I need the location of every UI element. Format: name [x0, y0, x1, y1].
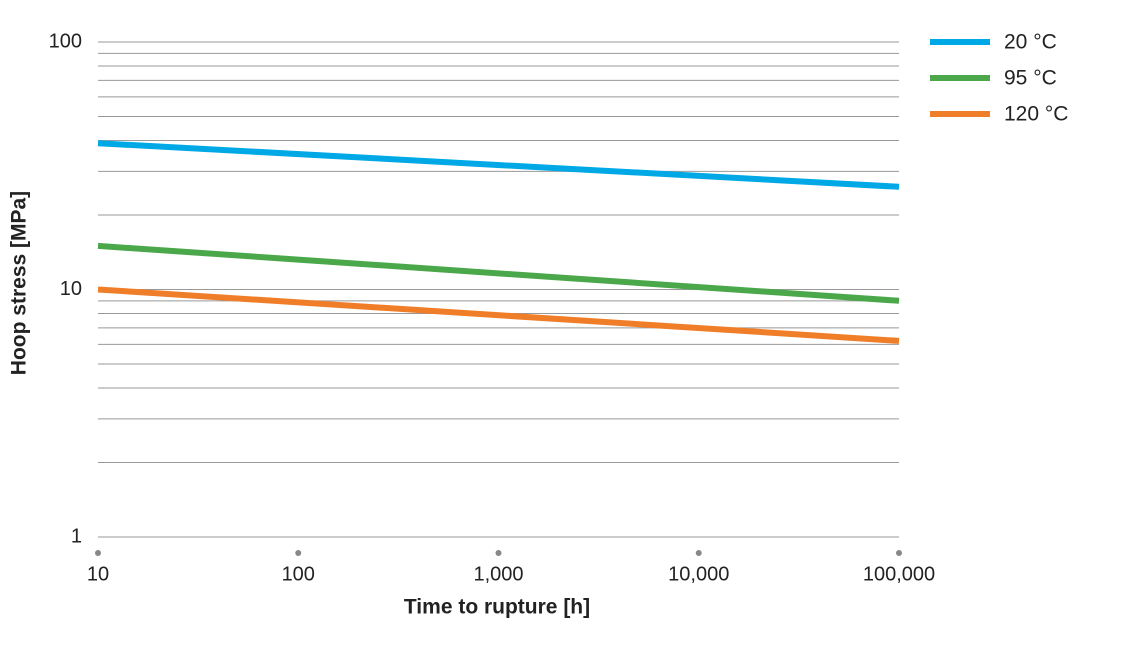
y-tick-label: 100: [49, 30, 82, 52]
series-line: [97, 140, 900, 190]
legend-label: 95 °C: [1004, 67, 1057, 90]
x-tick-mark: [295, 550, 302, 556]
x-tick-label: 1,000: [473, 563, 523, 585]
series-line: [97, 286, 900, 344]
y-tick-label: 1: [71, 525, 82, 547]
y-tick-label: 10: [60, 278, 82, 300]
series-line: [97, 242, 900, 304]
legend-label: 20 °C: [1004, 31, 1057, 54]
x-tick-mark: [896, 550, 902, 556]
y-axis-title: Hoop stress [MPa]: [8, 191, 31, 375]
x-tick-mark: [95, 550, 101, 556]
x-tick-label: 10: [87, 563, 109, 585]
x-tick-label: 100: [282, 563, 315, 585]
x-tick-mark: [495, 550, 502, 556]
x-axis-title: Time to rupture [h]: [404, 596, 590, 619]
legend-label: 120 °C: [1004, 103, 1068, 126]
x-tick-label: 100,000: [863, 563, 935, 585]
x-tick-label: 10,000: [668, 563, 729, 585]
x-tick-mark: [695, 550, 702, 556]
